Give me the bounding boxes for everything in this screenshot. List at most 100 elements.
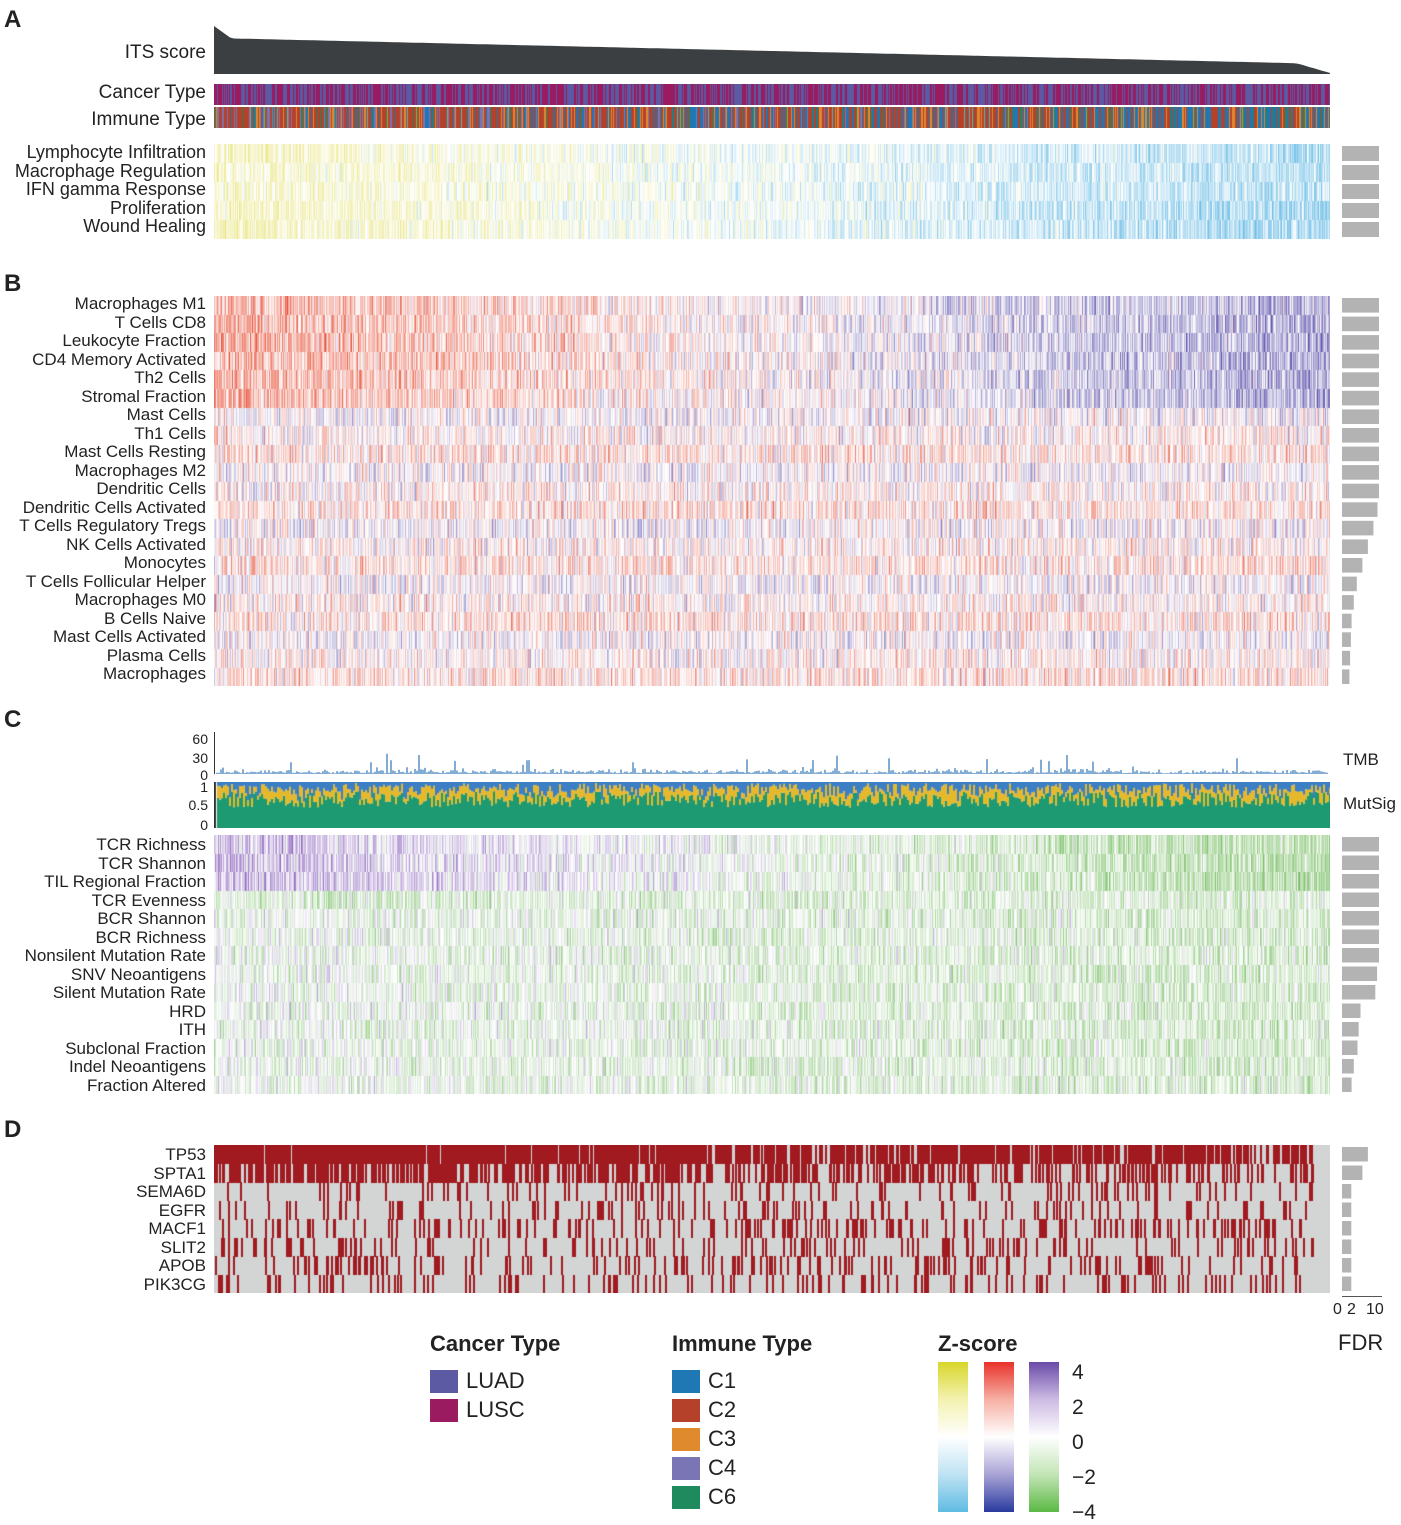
panel-b-fdr-bar [1342,632,1351,647]
legend-c4: C4 [672,1455,736,1481]
panel-label-b: B [4,270,22,297]
legend-c1: C1 [672,1368,736,1394]
panel-b-row-label: Dendritic Cells Activated [22,497,206,517]
panel-b-row-label: Leukocyte Fraction [62,331,206,350]
panel-b-fdr-bar [1342,298,1379,313]
fdr-tick-2: 2 [1347,1301,1356,1318]
panel-d-fdr-bar [1342,1258,1352,1273]
panel-c-fdr-bar [1342,855,1379,870]
legend-lusc: LUSC [430,1397,525,1423]
panel-c-row-label: HRD [169,1001,206,1021]
panel-d-row-label: PIK3CG [143,1274,206,1294]
panel-c-row-label: TIL Regional Fraction [44,872,206,891]
panel-b-row-label: Macrophages [102,664,206,683]
cancer-type-label: Cancer Type [98,82,206,103]
genomic-feature-heatmap [214,835,1330,1094]
panel-label-d: D [4,1116,22,1143]
panel-c-row-label: Subclonal Fraction [65,1038,206,1058]
zscore-colorbar-purple-green [1029,1362,1059,1512]
tmb-label: TMB [1343,750,1379,769]
legend-c3: C3 [672,1426,736,1452]
panel-b-fdr-bar [1342,372,1379,387]
legend-c2: C2 [672,1397,736,1423]
panel-b-fdr-bar [1342,428,1379,443]
panel-c-fdr-bar [1342,874,1379,889]
panel-b-fdr-bar [1342,520,1374,536]
panel-b-row-label: Mast Cells [126,405,206,424]
mutsig-tick-0: 0 [200,817,208,833]
immune-type-label: Immune Type [91,109,206,130]
panel-c-row-label: Silent Mutation Rate [52,983,206,1002]
c2-label: C2 [708,1397,737,1422]
immune-signature-heatmap [214,144,1330,239]
panel-b-fdr-bar [1342,650,1351,666]
panel-c-row-label: Indel Neoantigens [68,1057,206,1076]
panel-b-fdr-bar [1342,465,1379,480]
tmb-tick-60: 60 [192,731,208,747]
zscore-tick-m2: −2 [1072,1466,1096,1489]
mutsig-stacked-bars [214,782,1330,828]
panel-d-row-label: TP53 [165,1145,206,1164]
its-score-label: ITS score [124,42,206,63]
panel-b-row-label: Macrophages M0 [74,590,206,609]
lusc-swatch [430,1398,458,1422]
mutation-matrix [214,1145,1330,1293]
panel-b-row-label: Macrophages M2 [74,460,206,480]
fdr-axis-label: FDR [1338,1330,1384,1355]
panel-c-row-label: TCR Evenness [91,890,206,910]
tmb-bar-chart [214,732,1328,774]
fdr-bars-b [1342,298,1379,684]
panel-b-row-label: Mast Cells Activated [52,627,206,646]
panel-b-row-label: Stromal Fraction [81,386,206,406]
c6-label: C6 [708,1484,737,1509]
c2-swatch [672,1398,700,1422]
panel-a-row-label: Wound Healing [83,216,206,237]
legend-luad: LUAD [430,1368,525,1394]
panel-b-row-label: Macrophages M1 [74,294,206,313]
zscore-tick-2: 2 [1072,1396,1084,1419]
panel-c-row-label: TCR Shannon [98,853,206,873]
panel-b-row-label: Th1 Cells [134,423,206,443]
legend-cancer-title: Cancer Type [430,1331,561,1356]
panel-a-row-label: Macrophage Regulation [14,160,206,181]
c6-swatch [672,1485,700,1509]
its-score-area-chart [214,26,1330,74]
c4-label: C4 [708,1455,737,1480]
panel-label-c: C [4,706,22,733]
panel-b-row-label: T Cells CD8 [114,312,206,332]
panel-d-row-label: SEMA6D [136,1182,206,1201]
mutsig-tick-1: 1 [200,779,208,795]
panel-b-fdr-bar [1342,483,1379,499]
legend-c6: C6 [672,1484,736,1510]
panel-d-fdr-bar [1342,1165,1363,1180]
fdr-tick-0: 0 [1333,1301,1342,1318]
panel-b-fdr-bar [1342,390,1379,406]
panel-d-fdr-bar [1342,1239,1352,1254]
panel-d-fdr-bar [1342,1147,1368,1162]
c3-swatch [672,1427,700,1451]
panel-b-fdr-bar [1342,502,1378,517]
panel-c-row-label: TCR Richness [96,835,206,854]
panel-b-fdr-bar [1342,446,1379,462]
panel-c-fdr-bar [1342,1059,1354,1074]
legend-zscore-title: Z-score [938,1331,1018,1356]
panel-b-row-label: Dendritic Cells [96,479,206,498]
panel-c-fdr-bar [1342,985,1376,1000]
panel-c-row-label: ITH [178,1020,206,1039]
panel-c-row-label: SNV Neoantigens [70,964,206,984]
luad-label: LUAD [466,1368,525,1393]
panel-b-fdr-bar [1342,353,1379,369]
panel-a-fdr-bar [1342,146,1379,161]
panel-b-fdr-bar [1342,669,1350,684]
mutsig-tick-05: 0.5 [188,797,208,813]
zscore-colorbar-yellow-blue [938,1362,968,1512]
panel-b-row-label: Plasma Cells [106,645,206,665]
tmb-tick-0: 0 [200,767,208,783]
fdr-tick-10: 10 [1366,1301,1384,1318]
panel-b-fdr-bar [1342,539,1368,554]
panel-d-fdr-bar [1342,1202,1352,1217]
panel-c-fdr-bar [1342,911,1379,926]
panel-d-row-label: APOB [158,1256,206,1275]
panel-d-row-label: EGFR [158,1200,206,1220]
panel-b-row-label: Th2 Cells [134,368,206,387]
